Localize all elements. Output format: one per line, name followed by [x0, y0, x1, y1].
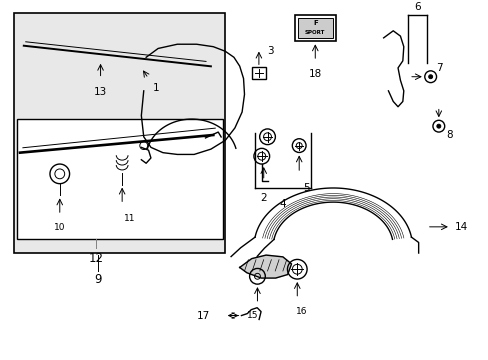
Text: 1: 1	[152, 83, 159, 93]
Text: SPORT: SPORT	[305, 30, 325, 35]
Bar	[294, 15, 335, 41]
Text: 16: 16	[296, 306, 307, 315]
Text: 14: 14	[454, 222, 467, 232]
Text: 3: 3	[266, 46, 273, 56]
Circle shape	[428, 75, 432, 79]
Text: 15: 15	[246, 311, 258, 320]
Polygon shape	[239, 255, 291, 278]
Text: 9: 9	[94, 273, 102, 286]
Text: 6: 6	[413, 2, 420, 12]
Polygon shape	[255, 188, 410, 239]
Bar	[17, 119, 223, 239]
Text: 8: 8	[446, 130, 452, 140]
Bar	[251, 67, 265, 79]
Text: 10: 10	[54, 223, 65, 232]
Text: 13: 13	[94, 87, 107, 97]
Text: 11: 11	[124, 214, 136, 223]
Bar	[297, 18, 332, 39]
Text: 2: 2	[260, 193, 266, 203]
Text: 12: 12	[88, 252, 103, 265]
Text: 7: 7	[436, 63, 442, 73]
Text: 4: 4	[279, 199, 285, 208]
Text: 18: 18	[308, 69, 321, 79]
Circle shape	[436, 124, 440, 128]
Text: 17: 17	[196, 311, 210, 320]
Text: 5: 5	[303, 183, 309, 193]
Bar	[14, 13, 225, 253]
Text: F: F	[312, 20, 317, 26]
